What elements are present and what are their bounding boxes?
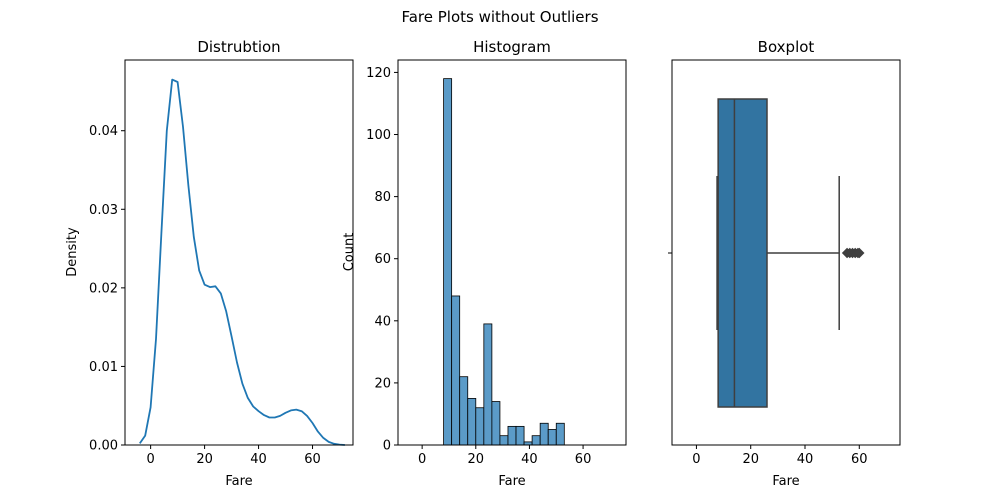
- histogram-bar: [555, 422, 565, 446]
- histogram-bar: [491, 401, 501, 446]
- histogram-ytick-label: 120: [366, 66, 391, 81]
- distribution-ytick-label: 0.04: [89, 124, 118, 139]
- density-line: [139, 78, 345, 446]
- boxplot-frame: [671, 59, 901, 446]
- histogram-ytick-label: 80: [374, 190, 391, 205]
- histogram-ytick-label: 0: [383, 439, 391, 454]
- histogram-frame: [397, 59, 627, 446]
- distribution-frame: [124, 59, 354, 446]
- distribution-ytick-label: 0.01: [89, 360, 118, 375]
- histogram-bar: [539, 422, 549, 446]
- distribution-xtick-label: 20: [196, 452, 213, 467]
- distribution-ylabel: Density: [65, 227, 80, 277]
- figure-title: Fare Plots without Outliers: [401, 8, 598, 26]
- histogram-bar: [475, 407, 485, 446]
- histogram-ytick-label: 40: [374, 314, 391, 329]
- boxplot-xtick-label: 60: [851, 452, 868, 467]
- histogram-bar: [459, 376, 469, 446]
- histogram-xlabel: Fare: [498, 474, 525, 489]
- distribution-xtick-label: 60: [304, 452, 321, 467]
- boxplot-title: Boxplot: [758, 38, 815, 56]
- histogram-ytick-label: 100: [366, 128, 391, 143]
- histogram-xtick-label: 0: [418, 452, 426, 467]
- distribution-ytick-label: 0.03: [89, 203, 118, 218]
- histogram-bar: [507, 425, 517, 446]
- histogram-ytick-label: 20: [374, 376, 391, 391]
- histogram-xtick-label: 60: [575, 452, 592, 467]
- distribution-ytick-label: 0.00: [89, 439, 118, 454]
- histogram-ylabel: Count: [342, 233, 357, 272]
- distribution-panel: Distrubtion Fare Density 0 20 40 60 0.00 0.01…: [65, 38, 354, 489]
- distribution-xtick-label: 40: [250, 452, 267, 467]
- histogram-ytick-label: 60: [374, 252, 391, 267]
- histogram-bar: [499, 435, 509, 446]
- histogram-bar: [443, 78, 453, 446]
- boxplot-panel: Boxplot Fare 0 20 40 60: [668, 38, 901, 489]
- iqr-box: [717, 98, 768, 408]
- histogram-bar: [515, 425, 525, 446]
- histogram-bar: [547, 429, 557, 446]
- histogram-panel: Histogram Fare Count 0 20 40 60 0 20 40 60 80 100…: [342, 38, 627, 489]
- histogram-bar: [451, 295, 461, 446]
- histogram-xtick-label: 40: [521, 452, 538, 467]
- histogram-bar: [467, 398, 477, 446]
- histogram-title: Histogram: [473, 38, 551, 56]
- distribution-xtick-label: 0: [146, 452, 154, 467]
- distribution-title: Distrubtion: [197, 38, 280, 56]
- distribution-ytick-label: 0.02: [89, 281, 118, 296]
- boxplot-xtick-label: 40: [797, 452, 814, 467]
- boxplot-xtick-label: 20: [742, 452, 759, 467]
- boxplot-xtick-label: 0: [692, 452, 700, 467]
- histogram-bar: [483, 323, 493, 446]
- histogram-xtick-label: 20: [468, 452, 485, 467]
- distribution-xlabel: Fare: [225, 474, 252, 489]
- boxplot-xlabel: Fare: [772, 474, 799, 489]
- outlier-marker: [854, 247, 865, 259]
- histogram-bar: [531, 435, 541, 446]
